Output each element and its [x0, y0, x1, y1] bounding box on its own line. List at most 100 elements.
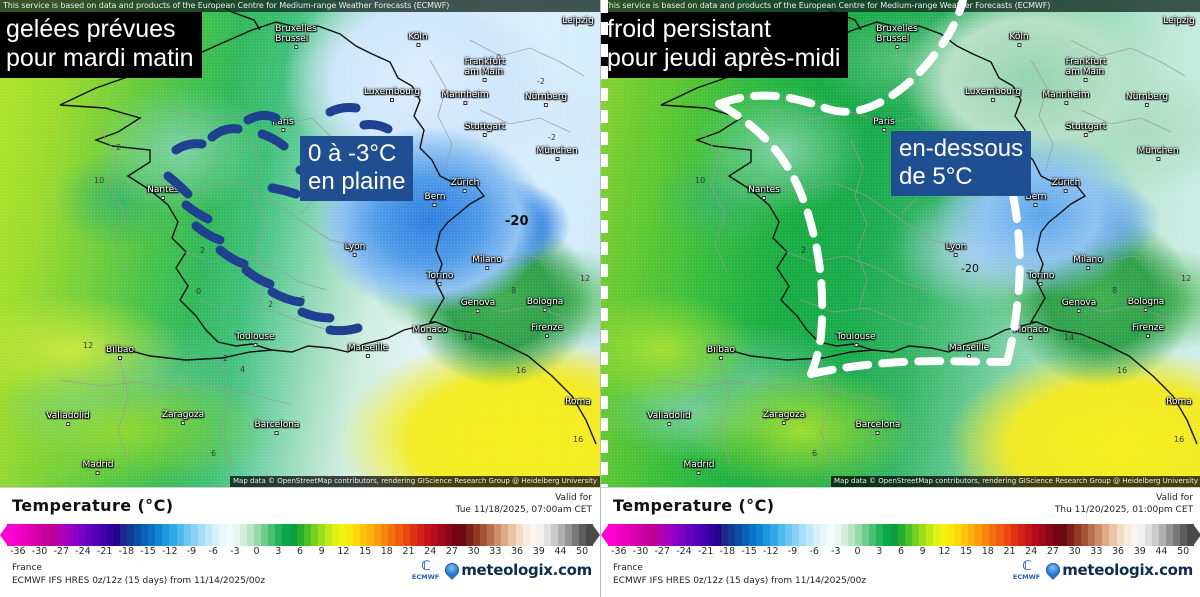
colorbar-segment — [1024, 524, 1032, 546]
colorbar-tick-label: -27 — [53, 546, 70, 557]
colorbar-segment — [848, 524, 856, 546]
map-left[interactable]: This service is based on data and produc… — [0, 0, 600, 487]
colorbar-tick-label: -36 — [10, 546, 26, 557]
colorbar-segment — [918, 524, 926, 546]
colorbar-tick-label: -18 — [118, 546, 135, 557]
colorbar-segment — [324, 524, 332, 546]
colorbar-segment — [494, 524, 502, 546]
headline-left-line2: pour mardi matin — [6, 44, 194, 72]
colorbar-tick-label: 30 — [1068, 546, 1081, 557]
colorbar-tick-label: -21 — [697, 546, 714, 557]
temperature-field-right — [601, 0, 1200, 487]
colorbar-segment — [197, 524, 205, 546]
colorbar-segment — [812, 524, 820, 546]
colorbar-segment — [897, 524, 905, 546]
colorbar-segment — [183, 524, 191, 546]
headline-right: froid persistant pour jeudi après-midi — [601, 12, 849, 78]
colorbar-tick-label: 18 — [380, 546, 393, 557]
colorbar-arrow-low — [601, 524, 609, 546]
valid-for-label: Valid for — [555, 493, 592, 503]
colorbar-tick-label: 24 — [424, 546, 437, 557]
legend-model: ECMWF IFS HRES 0z/12z (15 days) from 11/… — [613, 576, 867, 586]
colorbar-segment — [275, 524, 283, 546]
ecmwf-glyph-icon: ℂ — [1022, 559, 1031, 574]
colorbar-segment — [501, 524, 509, 546]
colorbar-segment — [240, 524, 248, 546]
colorbar-segment — [890, 524, 898, 546]
colorbar-segment — [543, 524, 551, 546]
colorbar-segment — [615, 524, 623, 546]
colorbar-arrow-high — [592, 524, 600, 546]
headline-left: gelées prévues pour mardi matin — [0, 12, 202, 78]
headline-right-line2: pour jeudi après-midi — [607, 44, 841, 72]
colorbar-tick-label: -21 — [96, 546, 113, 557]
colorbar-segment — [1081, 524, 1089, 546]
legend-right: Temperature (°C) Valid for Thu 11/20/202… — [601, 487, 1200, 597]
colorbar-segment — [1109, 524, 1117, 546]
colorbar-segment — [883, 524, 891, 546]
colorbar-segment — [1088, 524, 1096, 546]
colorbar-segment — [77, 524, 85, 546]
panel-left: This service is based on data and produc… — [0, 0, 600, 586]
colorbar-segment — [1067, 524, 1075, 546]
meteologix-logo[interactable]: meteologix.com — [442, 560, 592, 581]
colorbar-tick-label: -36 — [611, 546, 627, 557]
branding-left[interactable]: ℂ ECMWF meteologix.com — [412, 560, 592, 581]
colorbar-segment — [1102, 524, 1110, 546]
colorbar-tick-label: -12 — [763, 546, 779, 557]
colorbar-ticks-left: -36 -30 -27 -24 -21 -18 -15 -12 -9 -6 -3 0 3 6 9 12 15 18… — [0, 546, 600, 560]
colorbar-segment — [721, 524, 729, 546]
colorbar-segment — [579, 524, 587, 546]
colorbar-segment — [1052, 524, 1060, 546]
colorbar-segment — [155, 524, 163, 546]
colorbar-segment — [487, 524, 495, 546]
colorbar-segment — [536, 524, 544, 546]
panel-right: This service is based on data and produc… — [600, 0, 1200, 597]
colorbar-segment — [692, 524, 700, 546]
colorbar-segment — [218, 524, 226, 546]
colorbar-segment — [699, 524, 707, 546]
colorbar-segment — [28, 524, 36, 546]
colorbar-segment — [1003, 524, 1011, 546]
colorbar-segment — [1116, 524, 1124, 546]
colorbar-segment — [1165, 524, 1173, 546]
colorbar-tick-label: 0 — [854, 546, 861, 557]
colorbar-segment — [629, 524, 637, 546]
colorbar-segment — [805, 524, 813, 546]
callout-left-line2: en plaine — [308, 168, 406, 195]
colorbar-tick-label: 18 — [981, 546, 994, 557]
map-attribution-left: Map data © OpenStreetMap contributors, r… — [230, 476, 600, 487]
panel-divider-dashed — [601, 0, 608, 487]
country-borders-overlay — [59, 0, 597, 467]
branding-right[interactable]: ℂ ECMWF meteologix.com — [1013, 560, 1193, 581]
colorbar-segment — [423, 524, 431, 546]
colorbar-segment — [451, 524, 459, 546]
colorbar-segment — [49, 524, 57, 546]
colorbar-segment — [1158, 524, 1166, 546]
colorbar-segment — [749, 524, 757, 546]
map-right[interactable]: This service is based on data and produc… — [601, 0, 1200, 487]
colorbar-tick-label: -27 — [654, 546, 671, 557]
colorbar-tick-label: 6 — [296, 546, 304, 557]
colorbar-segment — [819, 524, 827, 546]
colorbar-segment — [120, 524, 128, 546]
colorbar-segment — [63, 524, 71, 546]
colorbar-segment — [473, 524, 481, 546]
colorbar-segment — [1187, 524, 1195, 546]
colorbar-segment — [1045, 524, 1053, 546]
colorbar-segment — [798, 524, 806, 546]
colorbar-tick-label: -6 — [208, 546, 218, 557]
colorbar-segment — [233, 524, 241, 546]
colorbar-segment — [996, 524, 1004, 546]
colorbar-arrow-low — [0, 524, 8, 546]
colorbar-segment — [557, 524, 565, 546]
temperature-field-left — [0, 0, 600, 487]
colorbar-segment — [148, 524, 156, 546]
map-attribution-right: Map data © OpenStreetMap contributors, r… — [831, 476, 1200, 487]
colorbar-segment — [862, 524, 870, 546]
colorbar-segment — [310, 524, 318, 546]
colorbar-segment — [35, 524, 43, 546]
colorbar-segment — [1137, 524, 1145, 546]
meteologix-logo[interactable]: meteologix.com — [1043, 560, 1193, 581]
